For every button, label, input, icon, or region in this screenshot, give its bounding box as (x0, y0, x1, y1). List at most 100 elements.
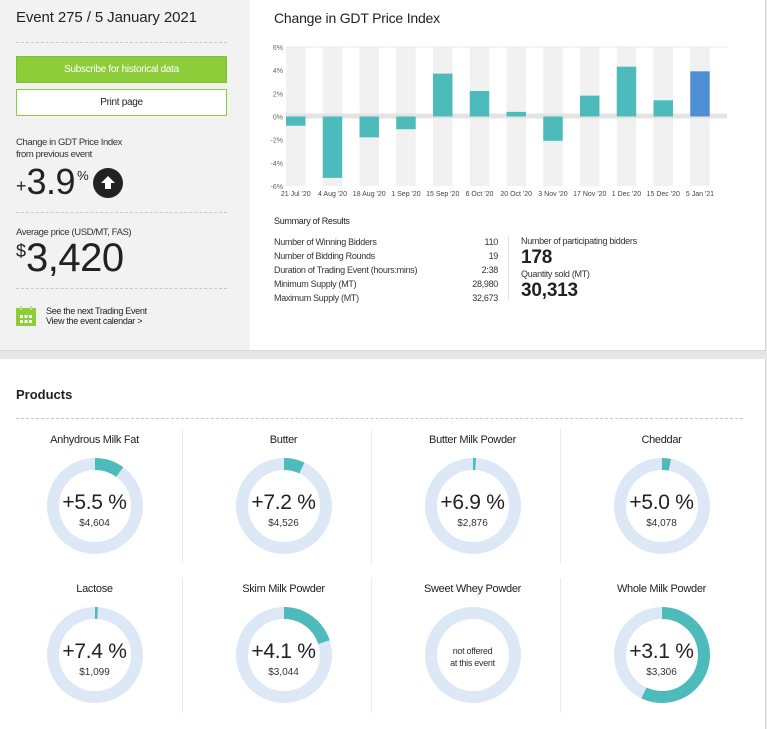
x-tick-label: 4 Aug '20 (318, 191, 347, 198)
bar-6 (506, 111, 526, 117)
summary-row: Duration of Trading Event (hours:mins) 2:… (274, 263, 498, 277)
quantity-value: 30,313 (521, 280, 578, 301)
x-tick-label: 1 Sep '20 (391, 191, 420, 198)
y-tick-label: 4% (273, 68, 283, 75)
product-name: Butter Milk Powder (429, 434, 516, 446)
product-price: $3,306 (646, 667, 677, 678)
summary-title: Summary of Results (274, 216, 350, 226)
product-card[interactable]: Skim Milk Powder +4.1 % $3,044 (189, 583, 378, 728)
calendar-link-text[interactable]: See the next Trading Event View the even… (46, 306, 147, 326)
bar-4 (433, 73, 453, 117)
column-divider (371, 578, 372, 713)
not-offered-note: not offered at this event (378, 645, 567, 669)
bar-1 (322, 116, 343, 178)
change-sign: + (16, 176, 27, 196)
product-change: +4.1 % (251, 640, 316, 663)
x-tick-label: 20 Oct '20 (500, 191, 532, 198)
note-line1: not offered (452, 646, 493, 656)
participants-value: 178 (521, 247, 553, 268)
summary-row: Number of Winning Bidders 110 (274, 235, 498, 249)
summary-row-label: Minimum Supply (MT) (274, 279, 357, 289)
share-donut (47, 458, 143, 554)
donut-share-arc (47, 607, 143, 703)
bar-8 (580, 95, 600, 117)
stats: Number of participating bidders 178 Quan… (521, 236, 637, 302)
product-name: Sweet Whey Powder (424, 583, 521, 595)
product-name: Anhydrous Milk Fat (50, 434, 139, 446)
product-card[interactable]: Sweet Whey Powder not offered at this even… (378, 583, 567, 728)
subscribe-button[interactable]: Subscribe for historical data (16, 56, 227, 83)
x-tick-label: 15 Dec '20 (647, 191, 680, 198)
bar-5 (469, 91, 490, 117)
product-card[interactable]: Butter +7.2 % $4,526 (189, 434, 378, 579)
x-tick-label: 5 Jan '21 (686, 191, 714, 198)
summary-row-label: Duration of Trading Event (hours:mins) (274, 265, 418, 275)
product-price: $4,526 (268, 518, 299, 529)
share-donut (614, 607, 710, 703)
bar-9 (616, 66, 637, 117)
product-card[interactable]: Lactose +7.4 % $1,099 (0, 583, 189, 728)
donut-track (425, 607, 521, 703)
share-donut (614, 458, 710, 554)
x-tick-label: 18 Aug '20 (353, 191, 386, 198)
donut-share-arc (47, 458, 143, 554)
donut-share-arc (236, 607, 332, 703)
donut-share-arc (614, 607, 710, 703)
quantity-label: Quantity sold (MT) (521, 269, 590, 279)
summary-table: Number of Winning Bidders 110 Number of Bi… (274, 235, 498, 305)
x-tick-label: 1 Dec '20 (612, 191, 641, 198)
divider (16, 418, 743, 419)
change-label-line2: from previous event (16, 149, 92, 160)
summary-row: Number of Bidding Rounds 19 (274, 249, 498, 263)
summary-row-value: 110 (484, 237, 499, 247)
bar-2 (359, 116, 379, 138)
price-index-chart: 6% 4% 2% 0% -2% -4% -6%21 Jul '20 4 Aug '20 18 A… (271, 45, 727, 198)
calendar-line1[interactable]: See the next Trading Event (46, 306, 147, 316)
product-card[interactable]: Butter Milk Powder +6.9 % $2,876 (378, 434, 567, 579)
column-divider (560, 578, 561, 713)
product-card[interactable]: Cheddar +5.0 % $4,078 (567, 434, 756, 579)
event-calendar-link[interactable]: See the next Trading Event View the even… (16, 306, 147, 326)
products-title: Products (16, 387, 73, 402)
calendar-icon (16, 306, 36, 326)
product-card[interactable]: Anhydrous Milk Fat +5.5 % $4,604 (0, 434, 189, 579)
product-name: Lactose (76, 583, 113, 595)
participants-label: Number of participating bidders (521, 236, 637, 246)
avg-price: $ 3,420 (16, 238, 124, 278)
avg-price-value: 3,420 (26, 236, 124, 280)
arrow-up-circle-icon (92, 168, 123, 198)
summary-row-label: Maximum Supply (MT) (274, 293, 359, 303)
x-tick-label: 21 Jul '20 (281, 191, 311, 198)
product-change: +3.1 % (629, 640, 694, 663)
products-card: Products Anhydrous Milk Fat +5.5 % $4,604 B… (0, 359, 766, 729)
print-page-button[interactable]: Print page (16, 89, 227, 116)
calendar-line2[interactable]: View the event calendar > (46, 316, 143, 326)
column-divider (560, 429, 561, 564)
column-divider (371, 429, 372, 564)
x-tick-label: 15 Sep '20 (426, 191, 459, 198)
bar-10 (653, 100, 673, 117)
product-name: Skim Milk Powder (242, 583, 325, 595)
event-summary-card: Event 275 / 5 January 2021 Subscribe for… (0, 0, 766, 351)
change-label: Change in GDT Price Index from previous … (16, 137, 122, 161)
share-donut (47, 607, 143, 703)
y-tick-label: -6% (271, 184, 283, 191)
product-change: +7.2 % (251, 491, 316, 514)
donut-share-arc (614, 458, 710, 554)
x-tick-label: 17 Nov '20 (573, 191, 606, 198)
product-price: $1,099 (79, 667, 110, 678)
event-title: Event 275 / 5 January 2021 (16, 9, 197, 26)
chart-panel: Change in GDT Price Index 6% 4% 2% 0% -2% -4%… (250, 0, 765, 350)
note-line2: at this event (450, 658, 495, 668)
summary-row-value: 19 (488, 251, 499, 261)
share-donut (425, 607, 521, 703)
y-tick-label: -4% (271, 161, 283, 168)
product-change: +7.4 % (62, 640, 127, 663)
bar-3 (396, 116, 416, 130)
y-tick-label: 0% (273, 115, 283, 122)
summary-row: Maximum Supply (MT) 32,673 (274, 291, 498, 305)
summary-row-value: 2:38 (481, 265, 499, 275)
product-change: +5.0 % (629, 491, 694, 514)
donut-share-arc (425, 458, 521, 554)
product-card[interactable]: Whole Milk Powder +3.1 % $3,306 (567, 583, 756, 728)
